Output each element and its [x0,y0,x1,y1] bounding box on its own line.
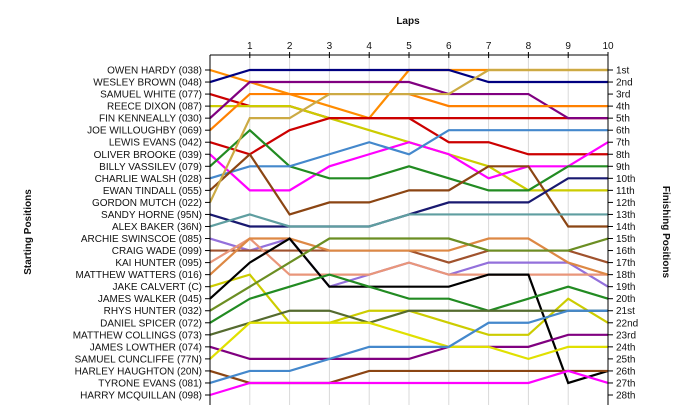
finishing-position-label: 19th [616,282,635,293]
finishing-position-label: 13th [616,210,635,221]
finishing-position-label: 25th [616,354,635,365]
finishing-position-label: 21st [616,306,635,317]
finishing-position-label: 7th [616,138,630,149]
finishing-position-label: 9th [616,162,630,173]
starting-position-label: BILLY VASSILEV (079) [99,162,202,173]
x-axis-title: Laps [396,16,420,27]
starting-position-label: HARLEY HAUGHTON (20N) [75,366,202,377]
series-line [209,141,609,192]
series-line [209,333,608,360]
finishing-position-label: 3rd [616,90,630,101]
x-tick-label: 2 [287,41,293,52]
series-line [209,117,608,156]
starting-position-label: SAMUEL WHITE (077) [100,90,202,101]
starting-position-label: WESLEY BROWN (048) [93,78,202,89]
series-line [209,80,608,120]
y-axis-title-left: Starting Positions [23,189,34,275]
finishing-position-label: 18th [616,270,635,281]
series-line [209,152,608,228]
starting-position-label: JAMES LOWTHER (074) [90,342,202,353]
series-line [209,369,609,397]
series-line [209,237,609,312]
series-line [209,128,608,192]
finishing-position-label: 17th [616,258,635,269]
series-line [209,129,608,180]
starting-position-label: DANIEL SPICER (072) [100,318,202,329]
finishing-position-label: 1st [616,66,630,77]
finishing-position-label: 10th [616,174,635,185]
x-tick-label: 6 [446,41,452,52]
starting-position-label: JOE WILLOUGHBY (069) [87,126,202,137]
series-line [209,309,608,336]
starting-position-label: GORDON MUTCH (022) [92,198,202,209]
finishing-position-label: 2nd [616,78,633,89]
finishing-position-label: 5th [616,114,630,125]
finishing-position-label: 20th [616,294,635,305]
starting-position-label: JAKE CALVERT (C) [113,282,202,293]
starting-position-label: ALEX BAKER (36N) [112,222,202,233]
starting-position-label: CHARLIE WALSH (028) [95,174,202,185]
starting-position-label: RHYS HUNTER (032) [104,306,202,317]
finishing-position-label: 6th [616,126,630,137]
finishing-position-label: 15th [616,234,635,245]
starting-position-label: KAI HUNTER (095) [115,258,202,269]
finishing-position-label: 8th [616,150,630,161]
finishing-position-label: 23rd [616,330,636,341]
finishing-position-label: 26th [616,366,635,377]
y-axis-title-right: Finishing Positions [660,186,671,279]
x-tick-label: 4 [366,41,372,52]
finishing-position-label: 11th [616,186,635,197]
series-line [209,68,608,84]
series-line [209,309,608,385]
starting-position-label: EWAN TINDALL (055) [103,186,202,197]
starting-position-label: CRAIG WADE (099) [112,246,202,257]
finishing-position-label: 27th [616,378,635,389]
x-tick-label: 9 [565,41,571,52]
starting-position-label: TYRONE EVANS (081) [98,378,202,389]
finishing-position-label: 24th [616,342,635,353]
finishing-position-label: 22nd [616,318,638,329]
x-tick-label: 1 [247,41,253,52]
starting-position-label: SANDY HORNE (95N) [101,210,202,221]
starting-position-label: SAMUEL CUNCLIFFE (77N) [75,354,202,365]
starting-position-label: OLIVER BROOKE (039) [94,150,202,161]
starting-position-label: REECE DIXON (087) [107,102,202,113]
series-line [209,68,608,203]
starting-position-label: MATTHEW COLLINGS (073) [73,330,202,341]
x-tick-label: 8 [526,41,532,52]
starting-position-label: JAMES WALKER (045) [98,294,202,305]
starting-position-label: HARRY MCQUILLAN (098) [80,391,202,402]
x-tick-label: 3 [327,41,333,52]
series-line [209,237,608,276]
finishing-position-label: 12th [616,198,635,209]
starting-position-label: MATTHEW WATTERS (016) [76,270,202,281]
finishing-position-label: 28th [616,391,635,402]
series-line [209,321,608,361]
series-line [209,237,609,276]
finishing-position-label: 14th [616,222,635,233]
starting-position-label: LEWIS EVANS (042) [109,138,202,149]
finishing-position-label: 4th [616,102,630,113]
series-line [209,273,609,324]
starting-position-label: FIN KENNEALLY (030) [99,114,202,125]
x-tick-label: 7 [486,41,492,52]
series-line [209,213,608,228]
x-tick-label: 5 [406,41,412,52]
starting-position-label: OWEN HARDY (038) [107,66,202,77]
x-tick-label: 10 [602,41,614,52]
starting-position-label: ARCHIE SWINSCOE (085) [81,234,202,245]
finishing-position-label: 16th [616,246,635,257]
